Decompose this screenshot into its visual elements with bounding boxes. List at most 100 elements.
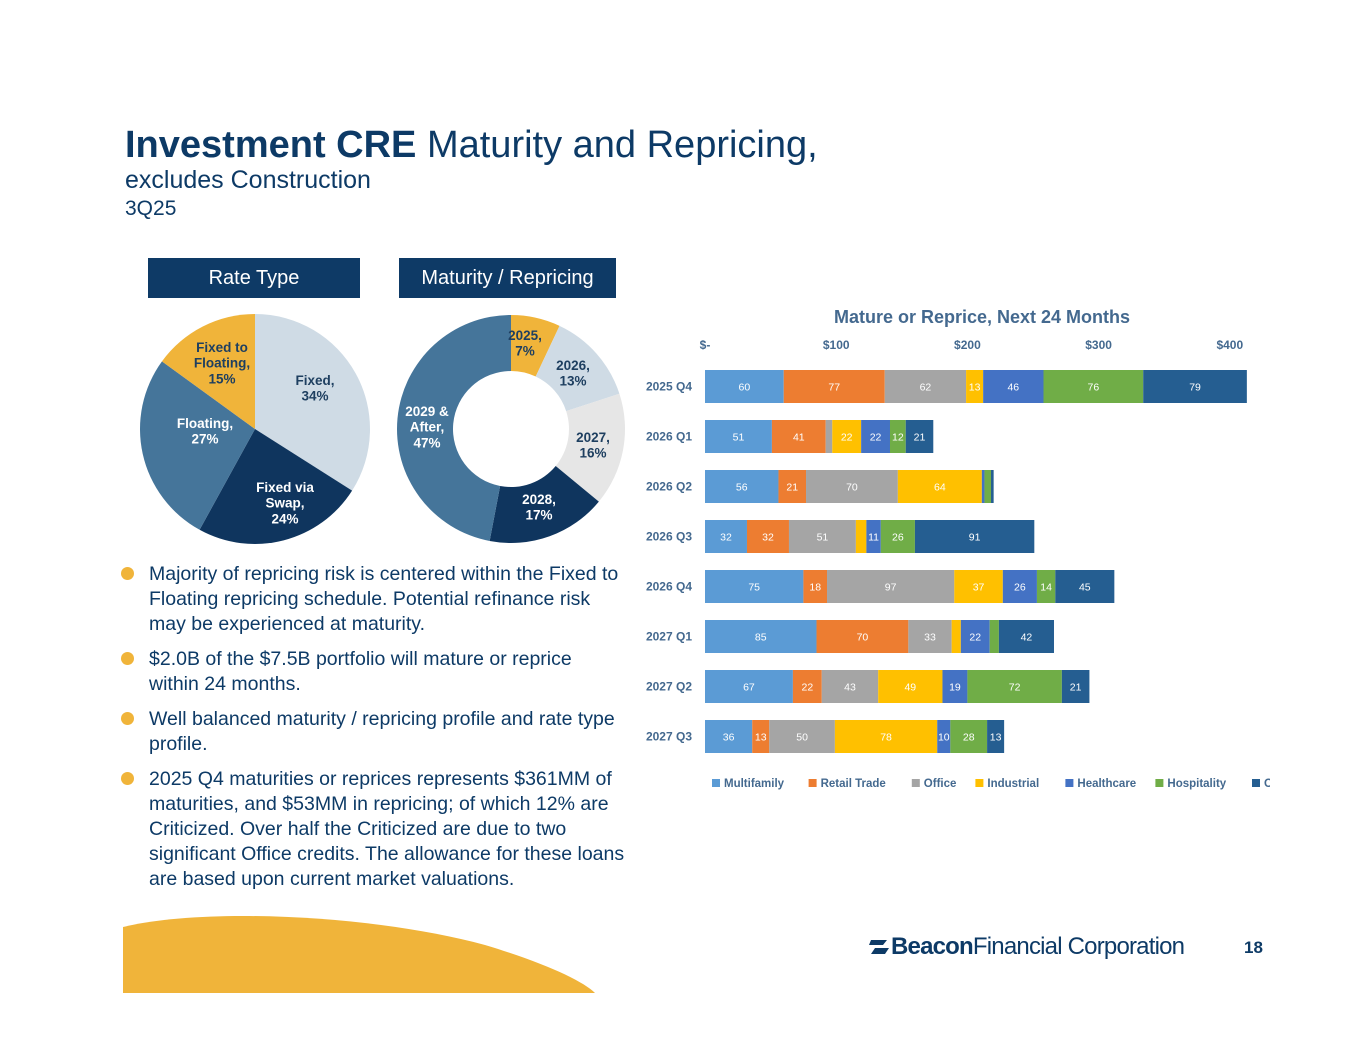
data-label: 32 — [762, 532, 774, 544]
bullet-text: Majority of repricing risk is centered w… — [149, 563, 619, 635]
bullet-dot — [121, 652, 134, 665]
bar-segment — [769, 720, 835, 753]
bar-segment — [783, 370, 885, 403]
bar-segment — [1043, 370, 1144, 403]
bar-segment — [981, 470, 985, 503]
data-label: 43 — [844, 682, 856, 694]
maturity-donut-chart: 2025, 7% 2026, 13% 2027, 16% 2028, 17% 2029 & Aft… — [397, 315, 625, 543]
bar-segment — [746, 520, 789, 553]
bullet-dot — [121, 712, 134, 725]
bar-segment — [889, 420, 906, 453]
company-logo: BeaconFinancial Corporation — [869, 933, 1185, 961]
page-number: 18 — [1244, 938, 1263, 957]
legend-swatch — [808, 779, 817, 787]
x-tick-label: $300 — [1085, 338, 1112, 352]
bar-segment — [816, 620, 909, 653]
logo-bold: Beacon — [891, 933, 974, 960]
data-label: 60 — [739, 382, 751, 394]
legend-label: Hospitality — [1167, 778, 1226, 790]
x-tick-label: $200 — [954, 338, 981, 352]
legend-label: Industrial — [987, 778, 1039, 790]
data-label: 18 — [809, 582, 821, 594]
data-label: 50 — [796, 732, 808, 744]
title-rest: Maturity and Repricing, — [416, 124, 818, 166]
bar-segment — [1002, 570, 1037, 603]
data-label: 22 — [801, 682, 813, 694]
bar-segment — [792, 670, 822, 703]
pie-slice-label: Fixed to Floating, 15% — [194, 340, 250, 387]
bar-segment — [989, 620, 999, 653]
legend-swatch — [712, 779, 720, 787]
bar-segment — [855, 520, 867, 553]
data-label: 51 — [817, 532, 829, 544]
data-label: 62 — [920, 382, 932, 394]
bar-segment — [954, 570, 1003, 603]
pie-slice-label: Floating, 27% — [177, 416, 233, 447]
data-label: 77 — [828, 382, 840, 394]
category-label: 2027 Q1 — [646, 630, 692, 644]
bar-segment — [771, 420, 826, 453]
pie-slice — [489, 465, 599, 543]
data-label: 21 — [914, 432, 926, 444]
data-label: 76 — [1088, 382, 1100, 394]
maturity-header: Maturity / Repricing — [399, 258, 616, 298]
swoosh-shape — [123, 915, 595, 993]
pie-slice — [255, 314, 370, 491]
bar-segment — [803, 570, 828, 603]
bar-segment — [998, 620, 1054, 653]
data-label: 91 — [969, 532, 981, 544]
x-tick-label: $100 — [823, 338, 850, 352]
bar-segment — [832, 420, 862, 453]
bullet-dot — [121, 567, 134, 580]
data-label: 13 — [755, 732, 767, 744]
data-label: 70 — [846, 482, 858, 494]
data-label: 75 — [748, 582, 760, 594]
bullet-item: 2025 Q4 maturities or reprices represent… — [120, 767, 625, 892]
bar-segment — [942, 670, 968, 703]
data-label: 11 — [868, 532, 879, 544]
x-tick-label: $- — [700, 338, 711, 352]
page-title: Investment CRE Maturity and Repricing, — [125, 124, 818, 166]
data-label: 45 — [1079, 582, 1091, 594]
data-label: 70 — [857, 632, 869, 644]
bar-segment — [878, 670, 943, 703]
bar-segment — [983, 370, 1044, 403]
data-label: 13 — [969, 382, 981, 394]
logo-rest: Financial Corporation — [972, 933, 1185, 960]
category-label: 2026 Q1 — [646, 430, 692, 444]
category-label: 2026 Q2 — [646, 480, 692, 494]
data-label: 22 — [870, 432, 882, 444]
legend-label: Multifamily — [724, 778, 785, 790]
pie-slice-label: 2027, 16% — [576, 430, 610, 461]
bar-segment — [951, 620, 961, 653]
category-label: 2026 Q3 — [646, 530, 692, 544]
bar-segment — [705, 420, 772, 453]
data-label: 97 — [885, 582, 897, 594]
data-label: 22 — [969, 632, 981, 644]
bar-segment — [705, 520, 747, 553]
logo-wordmark: BeaconFinancial Corporation — [891, 933, 1185, 961]
pie-slice-label: 2025, 7% — [508, 328, 542, 359]
data-label: 72 — [1009, 682, 1021, 694]
bar-segment — [825, 420, 833, 453]
pie-slice-label: 2026, 13% — [556, 358, 590, 389]
pie-slice — [555, 393, 625, 502]
bar-segment — [821, 670, 879, 703]
bullet-item: $2.0B of the $7.5B portfolio will mature… — [120, 647, 625, 697]
bar-segment — [788, 520, 856, 553]
bar-segment — [705, 720, 753, 753]
mature-reprice-bar-chart: Mature or Reprice, Next 24 Months $- $100 $… — [646, 307, 1270, 790]
bar-segment — [908, 620, 952, 653]
bar-segment — [884, 370, 967, 403]
rate-type-header: Rate Type — [148, 258, 360, 298]
bar-segment — [914, 520, 1035, 553]
data-label: 14 — [1040, 582, 1052, 594]
pie-slice — [199, 429, 353, 544]
bullet-item: Well balanced maturity / repricing profi… — [120, 707, 625, 757]
data-label: 19 — [949, 682, 961, 694]
bullet-item: Majority of repricing risk is centered w… — [120, 562, 625, 637]
bar-segment — [987, 720, 1005, 753]
legend-swatch — [1252, 779, 1260, 787]
bar-segment — [960, 620, 990, 653]
bar-segment — [880, 520, 915, 553]
